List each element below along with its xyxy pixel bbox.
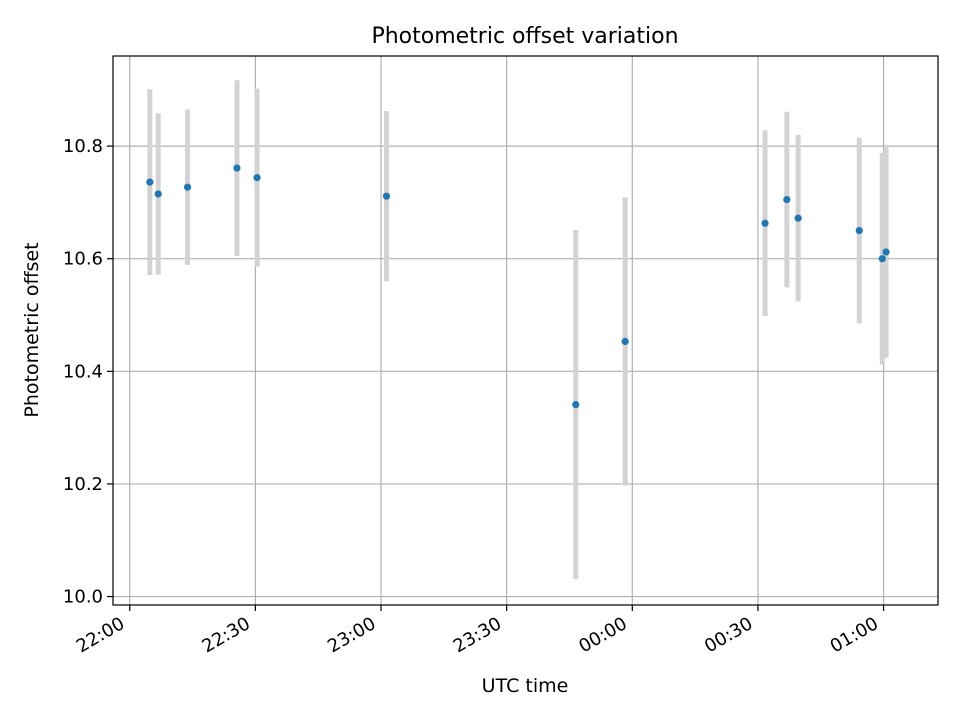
- data-point: [154, 190, 162, 198]
- x-axis-label: UTC time: [482, 675, 569, 697]
- y-axis-label: Photometric offset: [21, 242, 43, 417]
- y-tick-label: 10.4: [63, 361, 103, 382]
- data-point: [621, 337, 629, 346]
- y-tick-label: 10.2: [63, 474, 103, 495]
- data-point: [882, 248, 890, 256]
- data-point: [253, 174, 261, 182]
- y-tick-label: 10.6: [63, 249, 103, 270]
- y-tick-label: 10.8: [63, 136, 103, 157]
- y-axis-ticks: 10.0 10.2 10.4 10.6 10.8: [63, 136, 113, 608]
- data-point: [146, 178, 154, 186]
- data-point: [572, 400, 580, 409]
- data-point: [183, 183, 192, 191]
- data-point: [783, 195, 791, 204]
- data-point: [878, 255, 886, 263]
- data-point: [761, 219, 769, 227]
- data-point: [382, 192, 391, 200]
- y-tick-label: 10.0: [63, 587, 103, 608]
- plot-frame: [112, 55, 939, 606]
- data-point: [794, 214, 802, 222]
- data-point: [855, 226, 863, 235]
- data-points: [146, 164, 890, 409]
- data-point: [233, 164, 241, 172]
- chart-title: Photometric offset variation: [371, 24, 678, 49]
